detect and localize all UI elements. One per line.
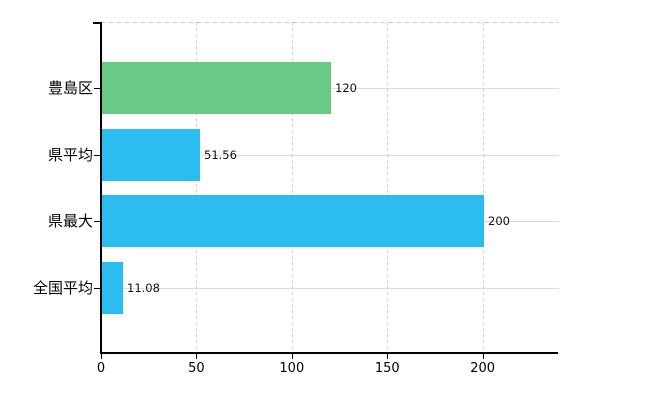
x-axis-tick-label-200: 200 bbox=[470, 361, 496, 376]
y-axis-top-tick bbox=[93, 22, 101, 24]
y-axis-line bbox=[100, 22, 102, 353]
value-label-2: 200 bbox=[488, 214, 510, 228]
value-label-3: 11.08 bbox=[127, 281, 160, 295]
y-axis-tick-2 bbox=[94, 221, 101, 222]
v-gridline-100 bbox=[291, 22, 293, 352]
x-axis-tick-label-150: 150 bbox=[374, 361, 400, 376]
x-axis-line bbox=[100, 352, 558, 354]
x-axis-tick-label-0: 0 bbox=[96, 361, 106, 376]
x-axis-tick-50 bbox=[196, 354, 198, 359]
v-gridline-200 bbox=[482, 22, 484, 352]
y-axis-tick-0 bbox=[94, 88, 101, 89]
x-axis-tick-200 bbox=[482, 354, 484, 359]
h-gridline-row-1 bbox=[101, 155, 559, 156]
category-label-0: 豊島区 bbox=[47, 79, 93, 97]
category-label-3: 全国平均 bbox=[32, 279, 93, 297]
category-label-1: 県平均 bbox=[47, 146, 93, 164]
x-axis-tick-150 bbox=[387, 354, 389, 359]
x-axis-tick-100 bbox=[291, 354, 293, 359]
x-axis-tick-0 bbox=[101, 354, 102, 359]
category-label-2: 県最大 bbox=[47, 212, 93, 230]
v-gridline-50 bbox=[196, 22, 198, 352]
bar-0 bbox=[102, 62, 331, 114]
h-gridline-row-3 bbox=[101, 288, 559, 289]
bar-2 bbox=[102, 195, 484, 247]
plot-top-border bbox=[101, 22, 559, 23]
y-axis-tick-3 bbox=[94, 288, 101, 289]
bar-3 bbox=[102, 262, 123, 314]
value-label-1: 51.56 bbox=[204, 148, 237, 162]
y-axis-tick-1 bbox=[94, 155, 101, 156]
bar-1 bbox=[102, 129, 200, 181]
x-axis-tick-label-50: 50 bbox=[188, 361, 205, 376]
v-gridline-150 bbox=[387, 22, 389, 352]
x-axis-tick-label-100: 100 bbox=[279, 361, 305, 376]
value-label-0: 120 bbox=[335, 81, 357, 95]
